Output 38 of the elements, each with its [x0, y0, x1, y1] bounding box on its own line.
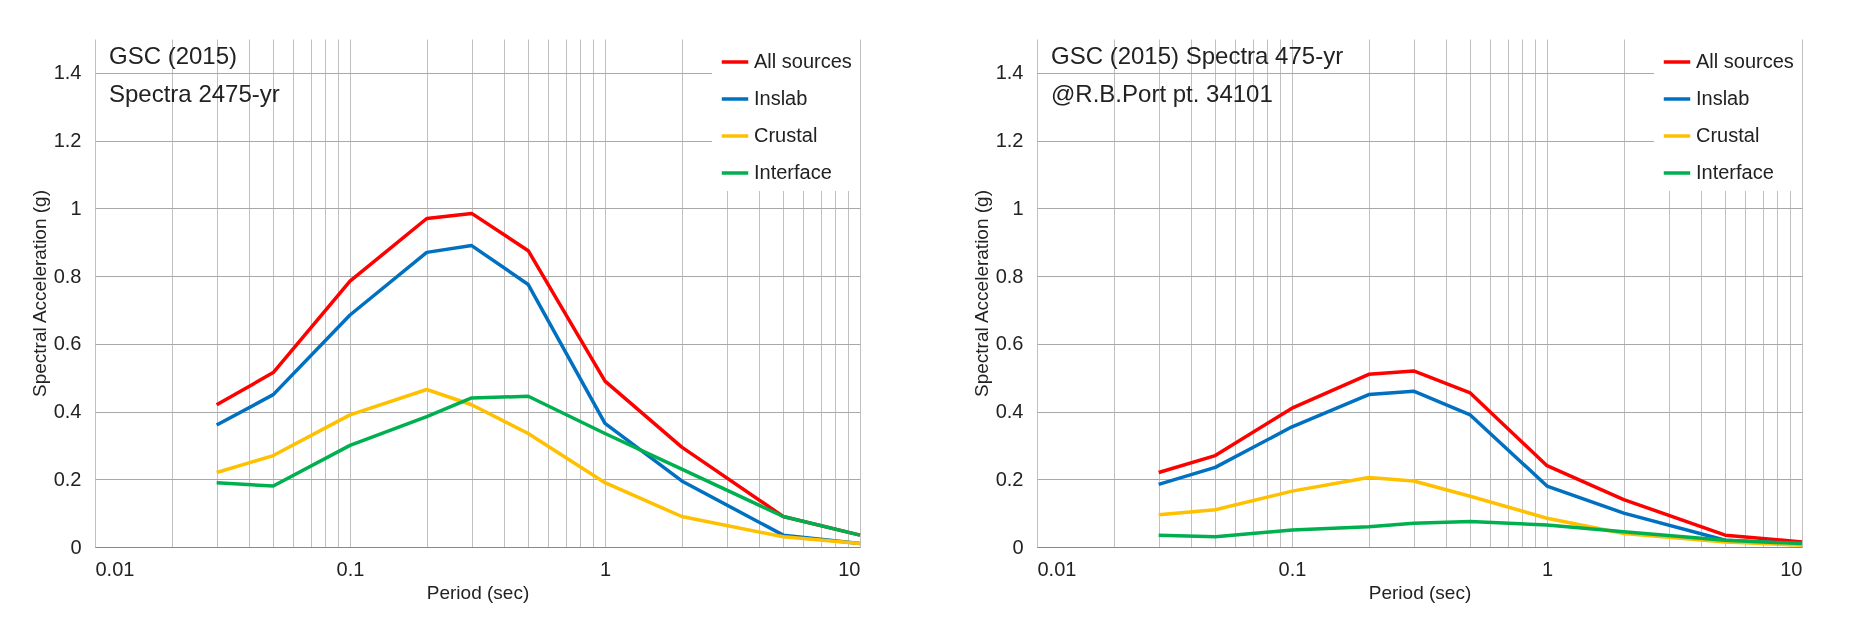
x-tick-label: 1 — [599, 557, 612, 580]
y-tick-label: 1 — [70, 196, 82, 219]
y-tick-label: 0.2 — [53, 467, 82, 490]
legend-label: Crustal — [754, 124, 818, 146]
y-tick-label: 0.4 — [995, 400, 1024, 423]
y-tick-label: 0.8 — [53, 264, 82, 287]
y-tick-label: 0.2 — [995, 467, 1024, 490]
legend-label: Interface — [1696, 161, 1774, 183]
y-tick-label: 0.6 — [995, 332, 1024, 355]
y-tick-label: 0 — [1012, 535, 1024, 558]
y-tick-label: 0.6 — [53, 332, 82, 355]
x-tick-label: 0.01 — [95, 557, 135, 580]
y-axis-title: Spectral Acceleration (g) — [28, 190, 50, 397]
y-tick-label: 0.8 — [995, 264, 1024, 287]
x-tick-label: 1 — [1541, 557, 1554, 580]
legend-label: All sources — [1696, 50, 1794, 72]
x-tick-label: 10 — [838, 557, 861, 580]
text: GSC (2015) Spectra 475-yr @R.B.Port pt. 34101 — [1051, 42, 1344, 107]
legend-label: Interface — [754, 161, 832, 183]
y-tick-label: 1.2 — [995, 129, 1024, 152]
y-axis-title: Spectral Acceleration (g) — [970, 190, 992, 397]
y-tick-label: 1.4 — [995, 61, 1024, 84]
legend-label: Crustal — [1696, 124, 1760, 146]
x-axis-title: Period (sec) — [1368, 581, 1472, 603]
legend-label: All sources — [754, 50, 852, 72]
x-axis-title: Period (sec) — [426, 581, 530, 603]
y-tick-label: 1.4 — [53, 61, 82, 84]
legend-label: Inslab — [1696, 87, 1750, 109]
y-tick-label: 1.2 — [53, 129, 82, 152]
y-tick-label: 1 — [1012, 196, 1024, 219]
x-tick-label: 0.1 — [1278, 557, 1307, 580]
text: GSC (2015) Spectra 2475-yr — [109, 42, 280, 107]
x-tick-label: 10 — [1780, 557, 1803, 580]
x-tick-label: 0.01 — [1037, 557, 1077, 580]
x-tick-label: 0.1 — [336, 557, 365, 580]
y-tick-label: 0.4 — [53, 400, 82, 423]
legend-label: Inslab — [754, 87, 808, 109]
y-tick-label: 0 — [70, 535, 82, 558]
